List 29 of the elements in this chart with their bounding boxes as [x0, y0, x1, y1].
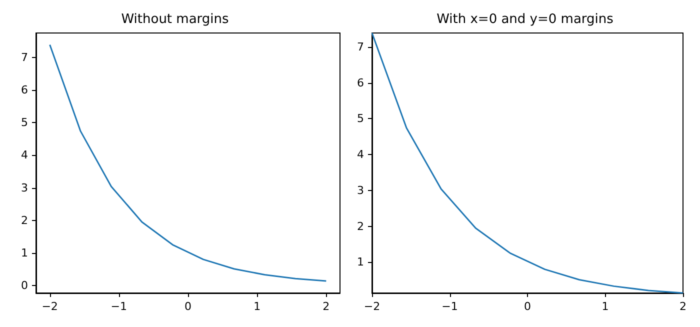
y-tick-label: 2 [21, 214, 28, 227]
x-tick-label: −2 [42, 300, 58, 313]
y-tick-label: 0 [21, 279, 28, 292]
y-tick-label: 5 [357, 112, 364, 126]
x-tick-label: −1 [442, 300, 458, 313]
y-tick-label: 3 [21, 181, 28, 194]
x-tick-label: 2 [680, 300, 686, 313]
x-tick-label: 1 [602, 300, 609, 313]
line-series [371, 32, 684, 294]
line-series [49, 44, 327, 282]
x-tick-label: 2 [322, 300, 330, 313]
x-tick-label: 0 [524, 300, 531, 313]
x-tick-label: −1 [110, 300, 128, 313]
y-tick-label: 1 [357, 256, 364, 269]
y-tick-label: 6 [357, 76, 364, 90]
y-tick-label: 6 [21, 84, 28, 97]
y-tick-label: 3 [357, 184, 364, 197]
chart-title: With x=0 and y=0 margins [436, 12, 614, 27]
y-tick-label: 2 [357, 220, 364, 233]
chart-title: Without margins [121, 12, 230, 27]
y-tick-label: 1 [21, 246, 28, 260]
y-tick-label: 4 [21, 148, 28, 162]
y-tick-label: 7 [21, 50, 28, 64]
y-tick-label: 4 [357, 148, 364, 162]
x-tick-label: 0 [184, 300, 192, 313]
y-tick-label: 5 [21, 116, 28, 130]
y-tick-label: 7 [357, 40, 364, 54]
x-tick-label: 1 [254, 300, 261, 313]
x-tick-label: −2 [364, 300, 380, 313]
